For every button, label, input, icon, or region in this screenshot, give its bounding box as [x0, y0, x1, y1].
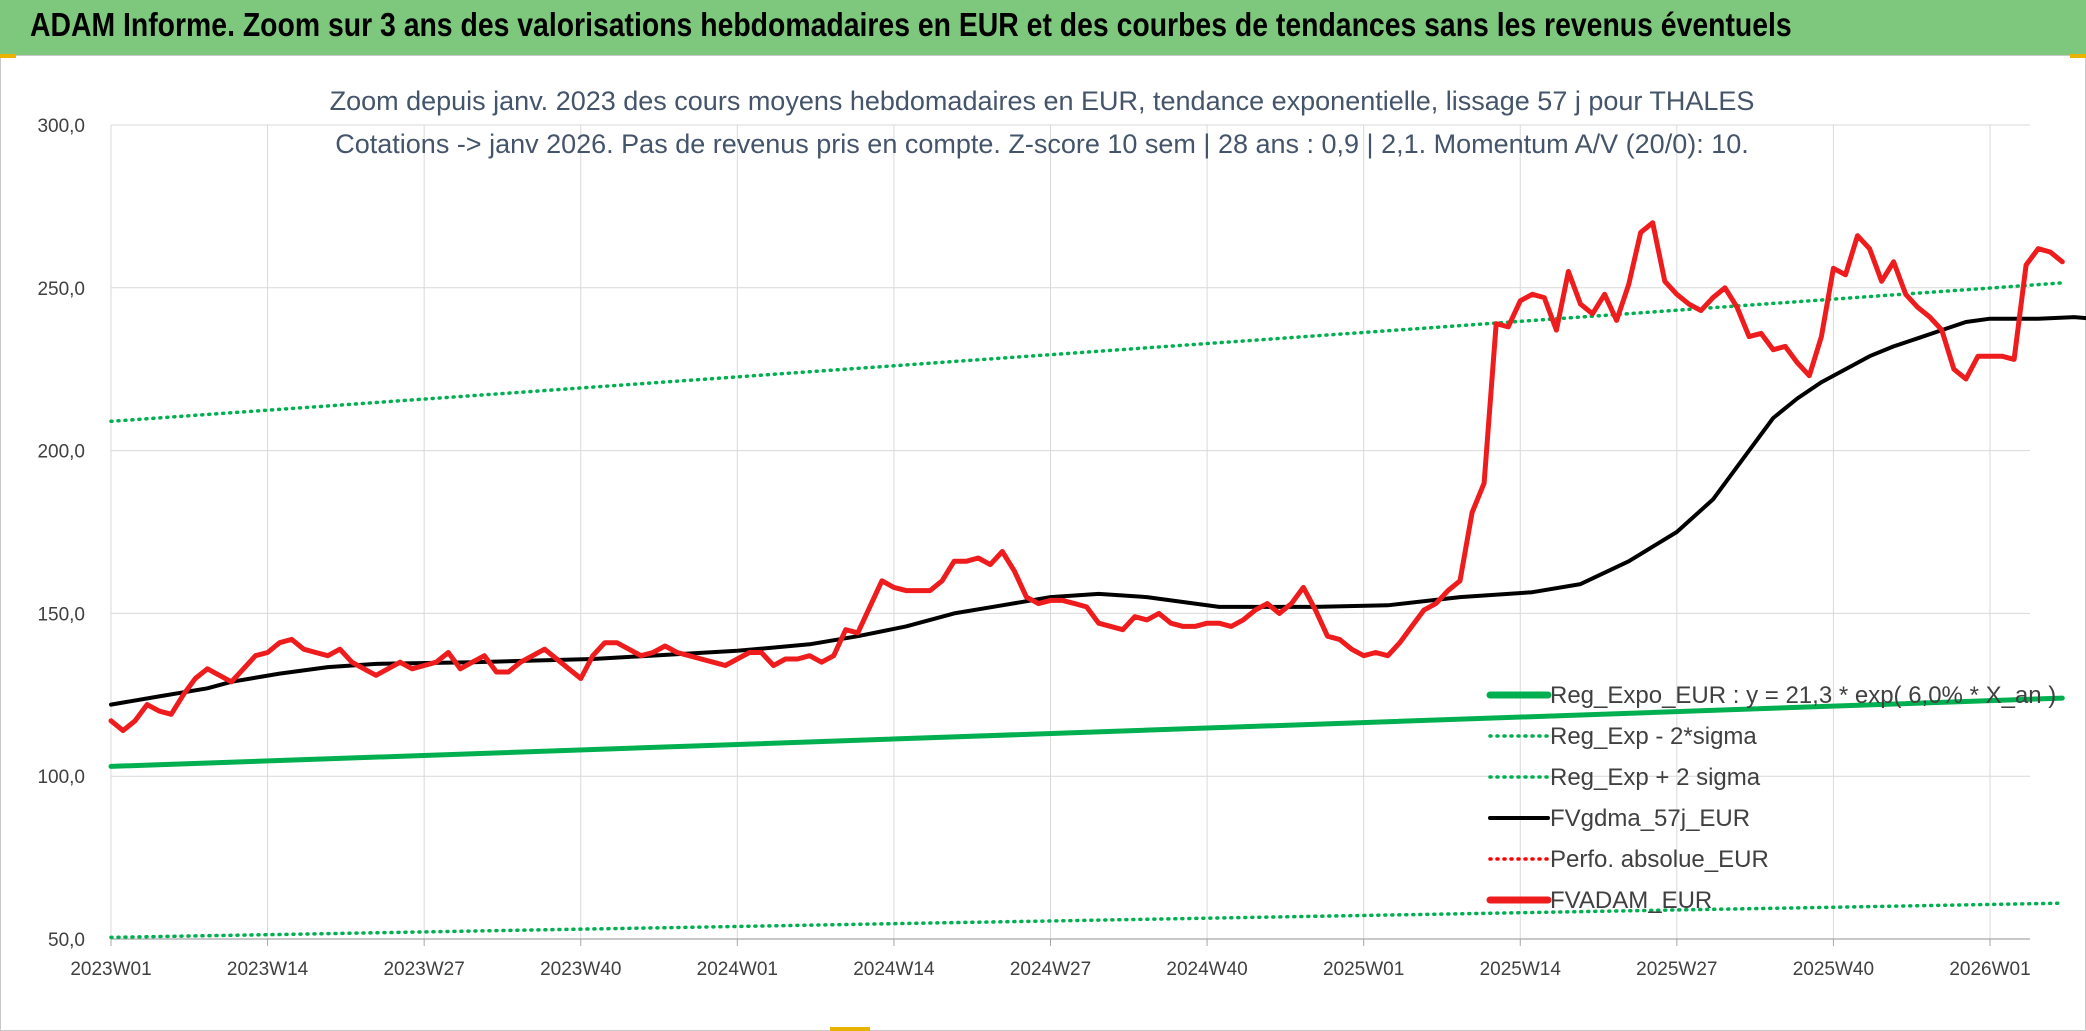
chart-title-line-1: Zoom depuis janv. 2023 des cours moyens … [330, 86, 1755, 116]
x-tick-label: 2023W01 [70, 959, 151, 980]
y-tick-label: 300,0 [37, 116, 85, 137]
x-tick-label: 2026W01 [1949, 959, 2030, 980]
axes: 50,0 100,0 150,0 200,0 250,0 300,0 2023W01 2023… [37, 116, 2030, 980]
series-line-reg-exp [109, 901, 2065, 940]
x-tick-label: 2023W14 [227, 959, 309, 980]
y-tick-label: 50,0 [48, 930, 85, 951]
legend-label: Reg_Exp - 2*sigma [1550, 723, 1757, 750]
y-tick-label: 100,0 [37, 767, 85, 788]
bottom-accent [830, 1027, 870, 1031]
series [108, 220, 2086, 940]
report-title: ADAM Informe. Zoom sur 3 ans des valoris… [30, 6, 1792, 43]
legend-label: Reg_Exp + 2 sigma [1550, 764, 1761, 791]
chart-title-line-2: Cotations -> janv 2026. Pas de revenus p… [335, 129, 1749, 159]
y-tick-label: 200,0 [37, 442, 85, 463]
x-tick-label: 2023W27 [383, 959, 464, 980]
legend-label: FVADAM_EUR [1550, 887, 1712, 914]
series-line-reg-exp [109, 281, 2065, 424]
x-tick-label: 2023W40 [540, 959, 621, 980]
x-tick-label: 2025W27 [1636, 959, 1717, 980]
x-tick-label: 2024W27 [1010, 959, 1091, 980]
y-tick-label: 250,0 [37, 279, 85, 300]
legend-label: Perfo. absolue_EUR [1550, 846, 1769, 873]
corner-accent-left [0, 54, 16, 58]
x-tick-label: 2024W40 [1166, 959, 1247, 980]
x-tick-label: 2025W14 [1480, 959, 1562, 980]
corner-accent-right [2070, 54, 2086, 58]
legend-label: FVgdma_57j_EUR [1550, 805, 1750, 832]
series-line-reg-expo-eur [108, 695, 2065, 769]
legend-label: Reg_Expo_EUR : y = 21,3 * exp( 6,0% * X_… [1550, 682, 2056, 709]
x-tick-label: 2024W01 [697, 959, 778, 980]
x-tick-label: 2025W01 [1323, 959, 1404, 980]
series-line-fvgdma-57j-eur [109, 315, 2086, 707]
x-tick-label: 2024W14 [853, 959, 935, 980]
gridlines [110, 124, 2030, 940]
report-header-bar: ADAM Informe. Zoom sur 3 ans des valoris… [0, 0, 2086, 56]
legend: Reg_Expo_EUR : y = 21,3 * exp( 6,0% * X_… [1486, 682, 2056, 914]
y-tick-label: 150,0 [37, 604, 85, 625]
x-tick-label: 2025W40 [1793, 959, 1874, 980]
series-line-fvadam-eur [108, 220, 2065, 734]
